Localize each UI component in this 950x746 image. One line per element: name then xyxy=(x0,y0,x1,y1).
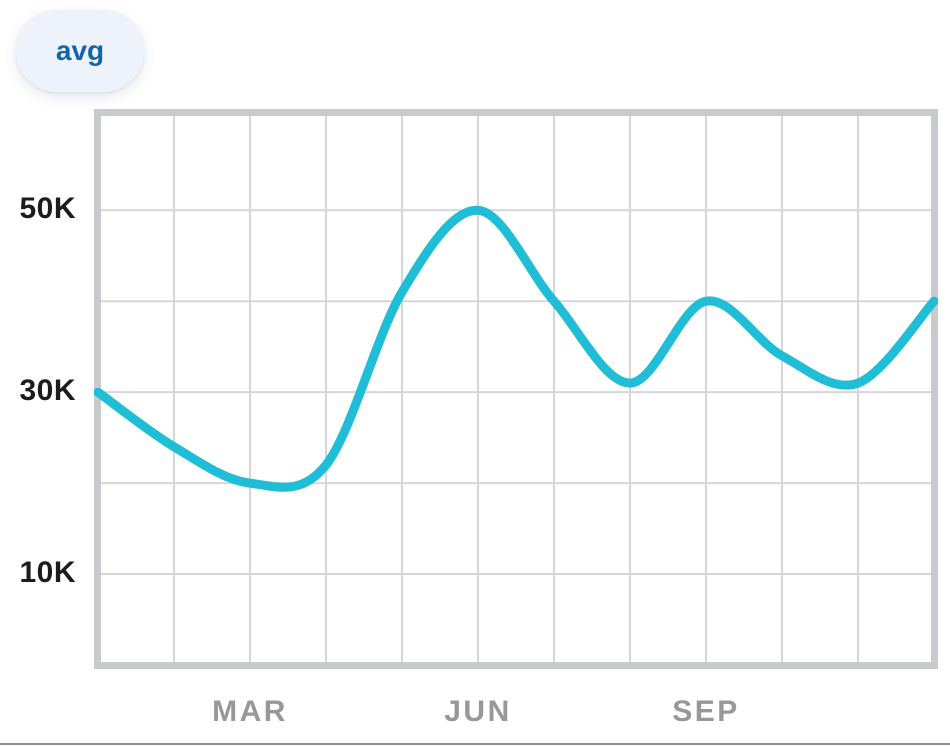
x-axis-tick-jun: JUN xyxy=(444,695,512,728)
line-chart-plot xyxy=(94,109,938,669)
y-axis-tick-10k: 10K xyxy=(19,556,76,589)
x-axis-tick-mar: MAR xyxy=(212,695,288,728)
bottom-divider xyxy=(0,743,950,745)
x-axis-tick-sep: SEP xyxy=(672,695,740,728)
y-axis-tick-30k: 30K xyxy=(19,374,76,407)
avg-chip-label: avg xyxy=(55,35,105,66)
y-axis-tick-50k: 50K xyxy=(19,192,76,225)
avg-chip[interactable]: avg xyxy=(16,10,144,92)
